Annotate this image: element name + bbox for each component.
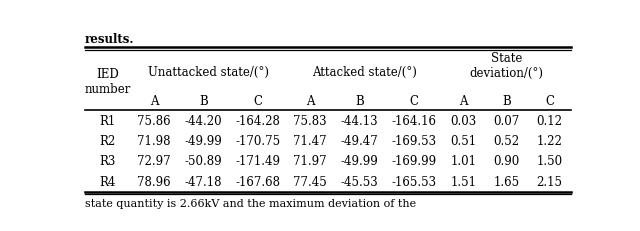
Text: -45.53: -45.53 <box>340 175 378 188</box>
Text: 1.51: 1.51 <box>451 175 477 188</box>
Text: -165.53: -165.53 <box>391 175 436 188</box>
Text: B: B <box>502 95 511 108</box>
Text: 77.45: 77.45 <box>293 175 327 188</box>
Text: IED
number: IED number <box>84 68 131 96</box>
Text: Unattacked state/(°): Unattacked state/(°) <box>148 66 269 79</box>
Text: -171.49: -171.49 <box>236 155 280 168</box>
Text: 1.01: 1.01 <box>451 155 477 168</box>
Text: R2: R2 <box>100 135 116 148</box>
Text: 75.86: 75.86 <box>137 115 171 128</box>
Text: A: A <box>306 95 314 108</box>
Text: -50.89: -50.89 <box>185 155 223 168</box>
Text: B: B <box>199 95 208 108</box>
Text: 1.50: 1.50 <box>536 155 563 168</box>
Text: 0.07: 0.07 <box>493 115 520 128</box>
Text: 71.47: 71.47 <box>293 135 327 148</box>
Text: 75.83: 75.83 <box>293 115 327 128</box>
Text: 0.51: 0.51 <box>451 135 477 148</box>
Text: Attacked state/(°): Attacked state/(°) <box>312 66 417 79</box>
Text: A: A <box>150 95 158 108</box>
Text: 0.90: 0.90 <box>493 155 520 168</box>
Text: 72.97: 72.97 <box>137 155 171 168</box>
Text: 0.03: 0.03 <box>451 115 477 128</box>
Text: -47.18: -47.18 <box>185 175 222 188</box>
Text: -49.99: -49.99 <box>340 155 378 168</box>
Text: R4: R4 <box>99 175 116 188</box>
Text: -164.28: -164.28 <box>236 115 280 128</box>
Text: -44.13: -44.13 <box>340 115 378 128</box>
Text: B: B <box>355 95 364 108</box>
Text: 0.12: 0.12 <box>536 115 563 128</box>
Text: A: A <box>460 95 468 108</box>
Text: 1.22: 1.22 <box>536 135 563 148</box>
Text: -169.99: -169.99 <box>391 155 436 168</box>
Text: 78.96: 78.96 <box>137 175 171 188</box>
Text: State
deviation/(°): State deviation/(°) <box>470 52 543 80</box>
Text: C: C <box>410 95 419 108</box>
Text: 2.15: 2.15 <box>536 175 563 188</box>
Text: 1.65: 1.65 <box>493 175 520 188</box>
Text: -44.20: -44.20 <box>185 115 223 128</box>
Text: state quantity is 2.66kV and the maximum deviation of the: state quantity is 2.66kV and the maximum… <box>85 198 416 208</box>
Text: 71.98: 71.98 <box>138 135 171 148</box>
Text: -170.75: -170.75 <box>236 135 280 148</box>
Text: C: C <box>253 95 262 108</box>
Text: -164.16: -164.16 <box>391 115 436 128</box>
Text: results.: results. <box>85 33 134 46</box>
Text: -169.53: -169.53 <box>391 135 436 148</box>
Text: R1: R1 <box>100 115 116 128</box>
Text: 0.52: 0.52 <box>493 135 520 148</box>
Text: -49.47: -49.47 <box>340 135 378 148</box>
Text: -167.68: -167.68 <box>236 175 280 188</box>
Text: R3: R3 <box>99 155 116 168</box>
Text: 71.97: 71.97 <box>293 155 327 168</box>
Text: -49.99: -49.99 <box>185 135 223 148</box>
Text: C: C <box>545 95 554 108</box>
